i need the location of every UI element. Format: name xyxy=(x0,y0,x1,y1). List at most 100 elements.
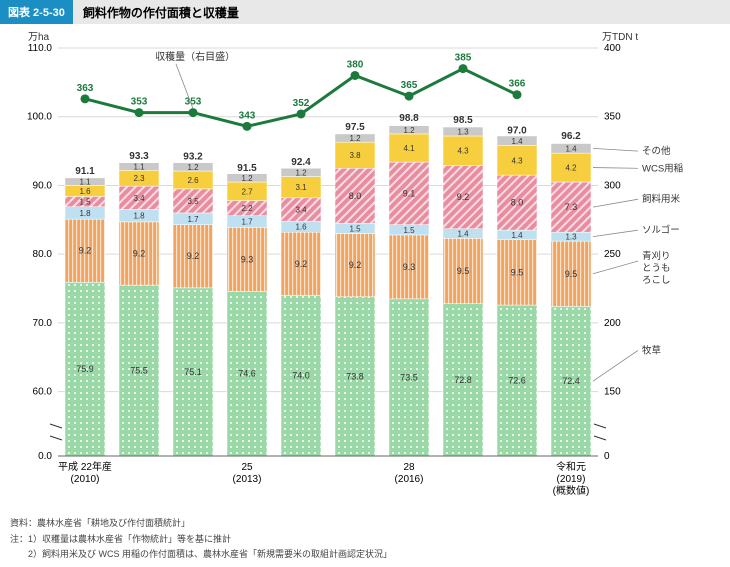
footnotes: 資料：農林水産省「耕地及び作付面積統計」注：1）収穫量は農林水産省「作物統計」等… xyxy=(0,514,730,561)
svg-text:(概数値): (概数値) xyxy=(553,484,590,497)
svg-text:1.8: 1.8 xyxy=(79,209,91,218)
chart-container: 図表 2-5-30 飼料作物の作付面積と収穫量 0.0 60.0 70.0 80.0 9… xyxy=(0,0,730,567)
svg-text:青刈り: 青刈り xyxy=(642,250,671,262)
svg-text:0: 0 xyxy=(604,451,610,462)
svg-text:2.6: 2.6 xyxy=(187,176,199,185)
svg-text:9.2: 9.2 xyxy=(349,260,362,270)
svg-text:1.2: 1.2 xyxy=(295,168,307,177)
svg-text:1.2: 1.2 xyxy=(349,134,361,143)
svg-text:万TDN t: 万TDN t xyxy=(602,32,638,43)
svg-text:3.5: 3.5 xyxy=(187,197,199,206)
svg-text:1.2: 1.2 xyxy=(241,174,253,183)
svg-text:75.9: 75.9 xyxy=(76,364,94,374)
svg-text:0.0: 0.0 xyxy=(38,451,52,462)
svg-text:(2016): (2016) xyxy=(395,474,424,485)
svg-text:9.2: 9.2 xyxy=(187,251,200,261)
title-bar: 図表 2-5-30 飼料作物の作付面積と収穫量 xyxy=(0,0,730,24)
svg-text:73.5: 73.5 xyxy=(400,372,418,382)
svg-text:4.1: 4.1 xyxy=(403,144,415,153)
svg-text:飼料用米: 飼料用米 xyxy=(642,193,681,205)
svg-text:72.8: 72.8 xyxy=(454,375,472,385)
svg-text:97.0: 97.0 xyxy=(507,125,527,136)
svg-text:令和元: 令和元 xyxy=(556,460,586,473)
svg-text:(2019): (2019) xyxy=(557,474,586,485)
svg-text:1.1: 1.1 xyxy=(133,163,145,172)
svg-text:110.0: 110.0 xyxy=(28,43,53,54)
svg-text:90.0: 90.0 xyxy=(33,180,53,191)
svg-text:3.4: 3.4 xyxy=(295,206,307,215)
svg-text:万ha: 万ha xyxy=(28,32,50,43)
svg-text:9.2: 9.2 xyxy=(79,246,92,256)
svg-text:3.4: 3.4 xyxy=(133,194,145,203)
svg-text:ソルゴー: ソルゴー xyxy=(642,224,680,236)
svg-text:3.8: 3.8 xyxy=(349,151,361,160)
svg-text:400: 400 xyxy=(604,43,621,54)
svg-text:352: 352 xyxy=(293,98,310,109)
svg-text:72.6: 72.6 xyxy=(508,376,526,386)
svg-text:1.5: 1.5 xyxy=(403,226,415,235)
svg-text:80.0: 80.0 xyxy=(33,249,53,260)
svg-text:300: 300 xyxy=(604,180,621,191)
svg-text:1.7: 1.7 xyxy=(241,218,253,227)
svg-text:100.0: 100.0 xyxy=(27,112,52,123)
svg-text:363: 363 xyxy=(77,83,94,94)
svg-text:28: 28 xyxy=(403,462,415,473)
svg-text:380: 380 xyxy=(347,59,364,70)
svg-text:1.3: 1.3 xyxy=(457,128,469,137)
svg-text:(2010): (2010) xyxy=(71,474,100,485)
svg-text:9.2: 9.2 xyxy=(133,248,146,258)
svg-text:91.1: 91.1 xyxy=(75,166,95,177)
svg-text:365: 365 xyxy=(401,80,418,91)
svg-text:9.2: 9.2 xyxy=(457,192,470,202)
svg-text:353: 353 xyxy=(131,97,148,108)
svg-text:150: 150 xyxy=(604,387,621,398)
svg-text:75.1: 75.1 xyxy=(184,367,202,377)
svg-text:収穫量（右目盛）: 収穫量（右目盛） xyxy=(155,50,235,63)
svg-text:1.4: 1.4 xyxy=(511,231,523,240)
svg-text:9.5: 9.5 xyxy=(511,267,524,277)
svg-text:1.3: 1.3 xyxy=(565,233,577,242)
svg-text:7.3: 7.3 xyxy=(565,202,578,212)
svg-text:4.3: 4.3 xyxy=(457,147,469,156)
svg-text:75.5: 75.5 xyxy=(130,366,148,376)
svg-text:70.0: 70.0 xyxy=(33,318,53,329)
svg-text:98.8: 98.8 xyxy=(399,113,419,124)
svg-text:平成 22年産: 平成 22年産 xyxy=(58,460,112,473)
svg-text:1.4: 1.4 xyxy=(565,144,577,153)
title-badge: 図表 2-5-30 xyxy=(0,0,73,24)
svg-text:1.2: 1.2 xyxy=(187,163,199,172)
svg-text:74.0: 74.0 xyxy=(292,371,310,381)
svg-text:1.6: 1.6 xyxy=(79,187,91,196)
svg-text:97.5: 97.5 xyxy=(345,122,365,133)
svg-text:とうも: とうも xyxy=(642,263,671,274)
svg-text:92.4: 92.4 xyxy=(291,157,311,168)
svg-text:385: 385 xyxy=(455,53,472,64)
svg-text:98.5: 98.5 xyxy=(453,115,473,126)
svg-text:74.6: 74.6 xyxy=(238,369,256,379)
svg-text:2.3: 2.3 xyxy=(133,174,145,183)
svg-text:4.3: 4.3 xyxy=(511,156,523,165)
svg-text:1.5: 1.5 xyxy=(349,224,361,233)
svg-text:2.2: 2.2 xyxy=(241,204,253,213)
svg-text:8.0: 8.0 xyxy=(349,191,362,201)
svg-text:250: 250 xyxy=(604,249,621,260)
svg-text:91.5: 91.5 xyxy=(237,163,257,174)
svg-text:1.5: 1.5 xyxy=(79,198,91,207)
svg-text:93.2: 93.2 xyxy=(183,151,203,162)
svg-text:1.6: 1.6 xyxy=(295,223,307,232)
svg-text:200: 200 xyxy=(604,318,621,329)
svg-text:8.0: 8.0 xyxy=(511,198,524,208)
svg-text:9.3: 9.3 xyxy=(403,262,416,272)
svg-text:72.4: 72.4 xyxy=(562,376,580,386)
svg-text:9.1: 9.1 xyxy=(403,188,416,198)
svg-text:3.1: 3.1 xyxy=(295,183,307,192)
svg-text:73.8: 73.8 xyxy=(346,371,364,381)
svg-text:2.7: 2.7 xyxy=(241,187,253,196)
svg-text:1.4: 1.4 xyxy=(457,230,469,239)
svg-text:WCS用稲: WCS用稲 xyxy=(642,162,683,174)
svg-text:1.8: 1.8 xyxy=(133,212,145,221)
svg-text:60.0: 60.0 xyxy=(33,387,53,398)
svg-text:9.5: 9.5 xyxy=(565,269,578,279)
svg-text:96.2: 96.2 xyxy=(561,131,581,142)
svg-text:350: 350 xyxy=(604,112,621,123)
